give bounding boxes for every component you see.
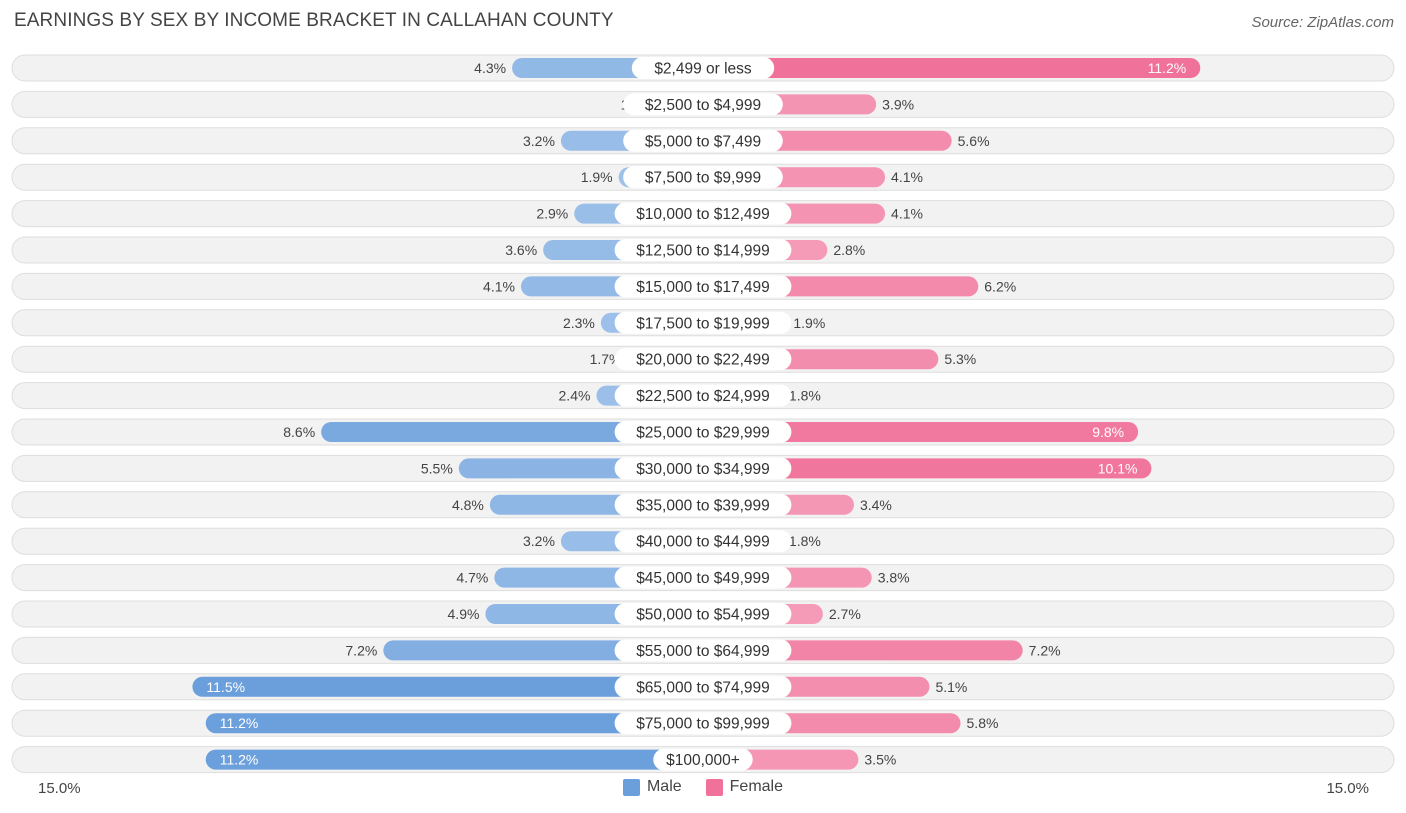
label-female-value: 7.2% — [1029, 642, 1061, 658]
label-male-value: 4.7% — [456, 570, 488, 586]
label-female-value: 5.8% — [967, 715, 999, 731]
label-male-value: 2.4% — [559, 388, 591, 404]
category-label: $22,500 to $24,999 — [636, 388, 770, 405]
bar-female[interactable] — [703, 458, 1152, 479]
label-male-value: 1.7% — [590, 351, 622, 367]
legend-item-female[interactable]: Female — [705, 778, 784, 796]
category-label: $100,000+ — [666, 752, 740, 769]
label-male-value: 2.9% — [536, 206, 568, 222]
label-female-value: 11.2% — [1148, 60, 1187, 76]
label-male-value: 8.6% — [283, 424, 315, 440]
category-pill — [614, 457, 792, 480]
label-male-value: 5.5% — [421, 460, 453, 476]
category-label: $40,000 to $44,999 — [636, 534, 770, 551]
bar-female[interactable] — [703, 422, 1139, 442]
label-male-value: 4.9% — [448, 606, 480, 622]
label-female-value: 1.9% — [793, 315, 825, 331]
label-female-value: 3.9% — [882, 96, 914, 112]
bar-female[interactable] — [703, 58, 1201, 78]
label-female-value: 3.4% — [860, 497, 892, 513]
label-female-value: 2.7% — [829, 606, 861, 622]
label-female-value: 5.1% — [935, 679, 967, 695]
category-pill — [614, 421, 792, 443]
bar-male[interactable] — [321, 422, 703, 442]
label-male-value: 11.2% — [220, 752, 259, 768]
label-female-value: 3.5% — [864, 752, 896, 768]
chart-source: Source: ZipAtlas.com — [1251, 14, 1394, 31]
category-pill — [614, 530, 792, 553]
category-label: $45,000 to $49,999 — [636, 570, 770, 587]
label-male-value: 4.1% — [483, 278, 515, 294]
category-label: $5,000 to $7,499 — [645, 133, 761, 150]
label-male-value: 1.9% — [581, 169, 613, 185]
category-label: $17,500 to $19,999 — [636, 315, 770, 332]
category-label: $75,000 to $99,999 — [636, 716, 770, 733]
category-label: $20,000 to $22,499 — [636, 352, 770, 369]
category-pill — [614, 493, 792, 516]
category-label: $35,000 to $39,999 — [636, 497, 770, 514]
category-pill — [614, 603, 792, 625]
label-male-value: 7.2% — [345, 642, 377, 658]
axis-min-label: 15.0% — [38, 780, 81, 797]
label-female-value: 3.8% — [878, 570, 910, 586]
legend-swatch-female — [705, 778, 723, 796]
legend-item-male[interactable]: Male — [622, 778, 682, 796]
label-male-value: 4.3% — [474, 60, 506, 76]
category-pill — [614, 384, 792, 407]
category-label: $10,000 to $12,499 — [636, 206, 770, 223]
category-label: $12,500 to $14,999 — [636, 243, 770, 260]
label-female-value: 2.8% — [833, 242, 865, 258]
bar-male[interactable] — [192, 676, 703, 697]
category-pill — [614, 239, 792, 261]
label-female-value: 4.1% — [891, 169, 923, 185]
label-female-value: 1.8% — [789, 388, 821, 404]
label-female-value: 4.1% — [891, 206, 923, 222]
category-label: $7,500 to $9,999 — [645, 170, 761, 187]
legend-label-male: Male — [646, 778, 682, 795]
category-label: $25,000 to $29,999 — [636, 425, 770, 442]
category-label: $30,000 to $34,999 — [636, 461, 770, 478]
label-male-value: 11.5% — [206, 679, 245, 695]
category-pill — [614, 202, 792, 225]
legend-swatch-male — [622, 778, 640, 796]
category-pill — [623, 166, 783, 189]
category-pill — [614, 712, 792, 735]
category-pill — [614, 275, 792, 298]
axis-max-label: 15.0% — [1326, 780, 1369, 797]
label-female-value: 5.3% — [944, 351, 976, 367]
bar-male[interactable] — [205, 713, 703, 734]
category-label: $55,000 to $64,999 — [636, 643, 770, 660]
category-label: $15,000 to $17,499 — [636, 279, 770, 296]
label-male-value: 2.3% — [563, 315, 595, 331]
bar-male[interactable] — [205, 749, 703, 770]
category-label: $2,499 or less — [654, 61, 752, 78]
label-female-value: 10.1% — [1098, 460, 1138, 476]
label-male-value: 3.2% — [523, 133, 555, 149]
category-label: $2,500 to $4,999 — [645, 97, 761, 114]
legend-label-female: Female — [729, 778, 784, 795]
label-female-value: 6.2% — [984, 278, 1016, 294]
label-female-value: 1.8% — [789, 533, 821, 549]
label-male-value: 3.6% — [505, 242, 537, 258]
category-pill — [614, 566, 792, 589]
category-pill — [623, 93, 783, 116]
category-pill — [614, 348, 792, 371]
category-label: $65,000 to $74,999 — [636, 679, 770, 696]
category-pill — [653, 748, 753, 771]
label-male-value: 11.2% — [220, 715, 259, 731]
category-pill — [623, 129, 783, 152]
label-male-value: 3.2% — [523, 533, 555, 549]
label-female-value: 9.8% — [1092, 424, 1124, 440]
category-pill — [614, 639, 792, 662]
legend: Male Female — [0, 778, 1406, 796]
label-male-value: 4.8% — [452, 497, 484, 513]
category-pill — [631, 57, 775, 79]
chart-title: EARNINGS BY SEX BY INCOME BRACKET IN CAL… — [14, 10, 614, 31]
category-pill — [614, 311, 792, 334]
category-pill — [614, 675, 792, 698]
label-female-value: 5.6% — [958, 133, 990, 149]
category-label: $50,000 to $54,999 — [636, 607, 770, 624]
